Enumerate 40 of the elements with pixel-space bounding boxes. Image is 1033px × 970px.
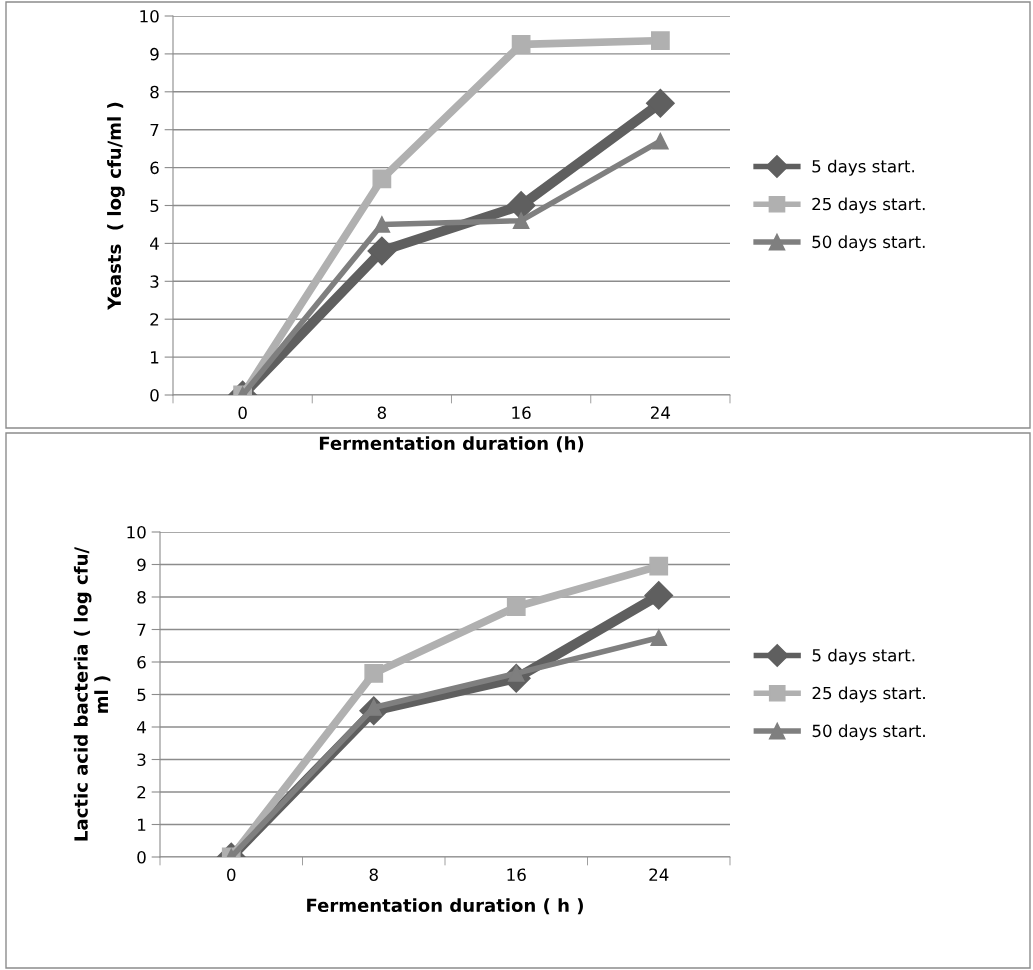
x-tick-label: 0 — [227, 868, 236, 882]
y-tick-label: 0 — [150, 388, 159, 402]
y-tick-label: 7 — [137, 623, 146, 636]
y-tick-label: 9 — [137, 558, 146, 572]
legend-label: 50 days start. — [812, 724, 925, 741]
y-tick-label: 4 — [150, 237, 159, 250]
y-axis-title: Yeasts ( log cfu/ml ) — [107, 102, 125, 310]
y-tick-label: 10 — [127, 525, 146, 539]
y-tick-label: 8 — [137, 590, 146, 604]
x-tick-label: 0 — [238, 406, 247, 420]
y-tick-label: 6 — [137, 655, 146, 669]
y-tick-label: 9 — [150, 47, 159, 61]
x-tick-label: 24 — [649, 868, 669, 881]
y-tick-label: 1 — [151, 351, 159, 364]
y-tick-label: 10 — [140, 9, 159, 23]
y-tick-label: 5 — [137, 688, 146, 702]
y-tick-label: 6 — [150, 161, 159, 175]
x-tick-label: 8 — [377, 406, 387, 420]
y-tick-label: 3 — [137, 753, 146, 767]
legend-label: 5 days start. — [812, 159, 914, 176]
legend-label: 25 days start. — [812, 197, 925, 214]
y-tick-label: 7 — [150, 123, 159, 137]
x-tick-label: 16 — [507, 868, 526, 882]
x-axis-title: Fermentation duration (h) — [319, 436, 584, 453]
legend-label: 50 days start. — [812, 235, 925, 252]
y-tick-label: 5 — [150, 199, 159, 213]
y-tick-label: 1 — [138, 818, 146, 831]
y-tick-label: 8 — [150, 85, 159, 99]
y-axis-title: Lactic acid bacteria ( log cfu/ ml ) — [73, 546, 111, 841]
x-axis-title: Fermentation duration ( h ) — [307, 898, 583, 915]
legend-label: 25 days start. — [812, 686, 925, 703]
y-tick-label: 2 — [150, 313, 159, 326]
legend-label: 5 days start. — [812, 648, 915, 665]
y-tick-label: 3 — [150, 275, 159, 288]
y-tick-label: 2 — [137, 785, 146, 799]
x-tick-label: 8 — [369, 868, 378, 882]
y-tick-label: 4 — [137, 721, 146, 734]
y-tick-label: 0 — [137, 850, 146, 864]
x-tick-label: 16 — [512, 406, 531, 420]
x-tick-label: 24 — [650, 406, 671, 419]
